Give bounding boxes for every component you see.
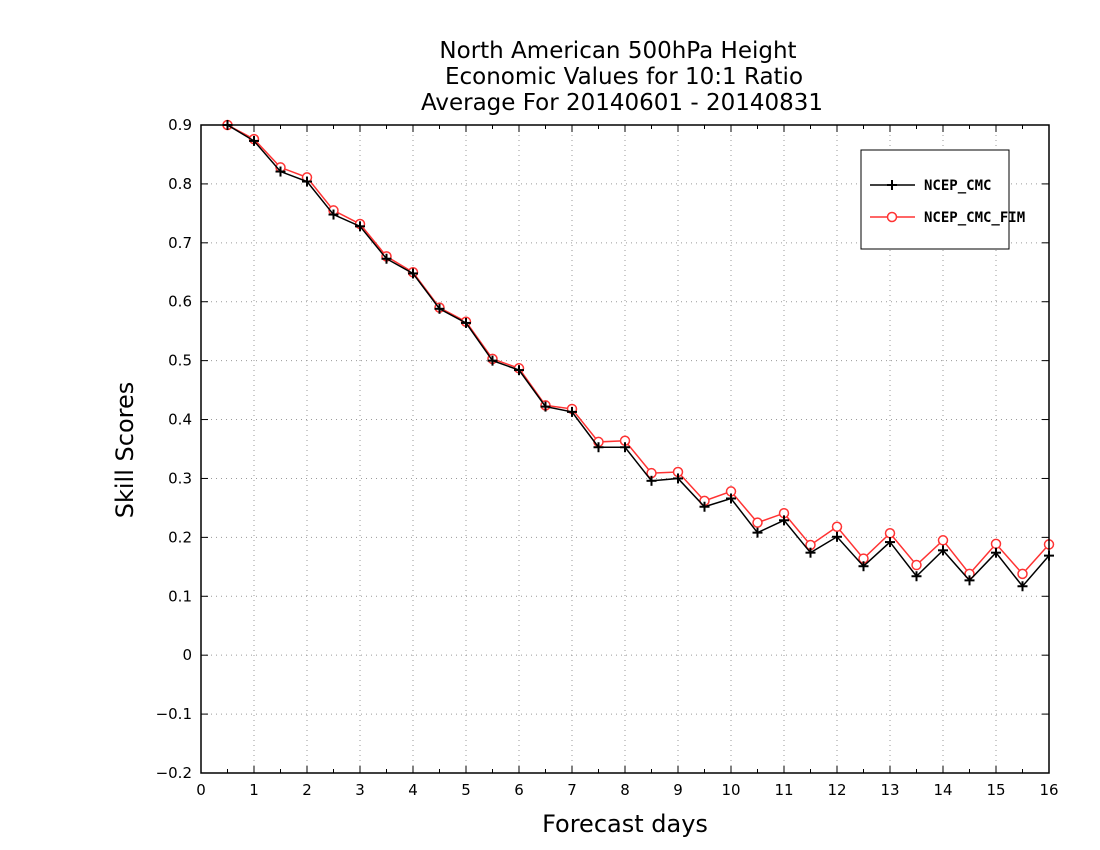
data-point-plus (832, 531, 842, 542)
plot-frame (200, 124, 1050, 774)
x-tick-label: 3 (355, 781, 365, 799)
title-line-2: Economic Values for 10:1 Ratio (445, 64, 803, 90)
y-tick-label: 0.6 (168, 293, 192, 311)
data-point-plus (1017, 581, 1028, 592)
x-tick-label: 7 (567, 781, 577, 799)
y-tick-label: −0.2 (156, 764, 192, 782)
y-axis-ticks: −0.2 −0.1 0 0.1 0.2 0.3 0.4 0.5 0.6 0.7 0.8 0.9 (156, 116, 1049, 782)
data-point-plus (673, 473, 683, 484)
legend-label-ncep-cmc: NCEP_CMC (924, 178, 991, 194)
data-point-plus (249, 135, 259, 146)
data-point-plus (699, 501, 710, 512)
series-line (227, 124, 1050, 588)
y-tick-label: 0.4 (168, 411, 192, 429)
data-point-plus (355, 221, 365, 232)
data-point-plus (540, 401, 551, 412)
y-tick-label: 0.3 (168, 469, 192, 487)
legend-box (860, 149, 1010, 250)
title-line-1: North American 500hPa Height (439, 38, 796, 64)
data-point-plus (911, 571, 922, 582)
data-point-plus (593, 442, 604, 453)
x-tick-label: 2 (302, 781, 312, 799)
y-tick-label: 0.1 (168, 587, 192, 605)
x-axis-ticks: 0 1 2 3 4 5 6 7 8 9 10 11 12 13 14 15 16 (196, 125, 1059, 799)
y-tick-label: 0.8 (168, 175, 192, 193)
data-point-plus (726, 493, 736, 504)
x-tick-label: 13 (880, 781, 899, 799)
data-point-plus (514, 365, 524, 376)
data-point-plus (461, 317, 471, 328)
legend-marker (887, 180, 897, 190)
chart-title: North American 500hPa Height Economic Va… (421, 38, 823, 116)
series-line (227, 124, 1050, 576)
x-tick-label: 0 (196, 781, 206, 799)
y-tick-label: 0.2 (168, 528, 192, 546)
y-axis-label: Skill Scores (111, 382, 139, 519)
legend-marker (886, 211, 898, 223)
data-point-circle (831, 521, 843, 533)
x-tick-label: 9 (673, 781, 683, 799)
data-point-plus (328, 209, 339, 220)
data-point-plus (779, 515, 789, 526)
data-point-plus (938, 545, 948, 556)
x-tick-label: 16 (1039, 781, 1058, 799)
legend-marker-circle (886, 211, 898, 223)
data-point-plus (487, 355, 498, 366)
data-point-plus (805, 547, 816, 558)
data-point-circle (884, 527, 896, 539)
data-point-circle (911, 559, 922, 571)
y-tick-label: 0 (182, 646, 192, 664)
data-point-plus (302, 176, 312, 187)
y-tick-label: −0.1 (156, 705, 192, 723)
x-tick-label: 10 (721, 781, 740, 799)
y-tick-label: 0.5 (168, 352, 192, 370)
data-point-circle (990, 538, 1002, 550)
data-point-plus (434, 303, 445, 314)
data-point-circle (1017, 568, 1028, 580)
x-tick-label: 4 (408, 781, 418, 799)
x-tick-label: 11 (774, 781, 793, 799)
legend-marker-plus (887, 180, 897, 190)
data-point-circle (937, 535, 949, 546)
y-tick-label: 0.9 (168, 116, 192, 134)
x-tick-label: 15 (986, 781, 1005, 799)
x-tick-label: 8 (620, 781, 630, 799)
data-point-plus (991, 547, 1001, 558)
data-point-plus (381, 253, 392, 264)
x-tick-label: 14 (933, 781, 952, 799)
series-ncep-cmc (222, 120, 1054, 592)
series-layer (222, 119, 1055, 592)
data-point-plus (885, 537, 895, 548)
data-point-plus (408, 268, 418, 279)
data-point-plus (567, 406, 577, 417)
data-point-plus (620, 442, 630, 453)
data-point-plus (964, 575, 975, 586)
legend-label-ncep-cmc-fim: NCEP_CMC_FIM (924, 210, 1025, 226)
x-tick-label: 12 (827, 781, 846, 799)
x-tick-label: 5 (461, 781, 471, 799)
data-point-circle (752, 517, 763, 528)
title-line-3: Average For 20140601 - 20140831 (421, 90, 823, 116)
data-point-plus (858, 561, 869, 572)
data-point-plus (275, 166, 286, 177)
legend: NCEP_CMC NCEP_CMC_FIM (860, 149, 1025, 250)
y-tick-label: 0.7 (168, 234, 192, 252)
x-axis-label: Forecast days (542, 810, 708, 838)
data-point-plus (646, 475, 657, 486)
x-tick-label: 1 (249, 781, 259, 799)
x-tick-label: 6 (514, 781, 524, 799)
data-point-plus (752, 527, 763, 538)
